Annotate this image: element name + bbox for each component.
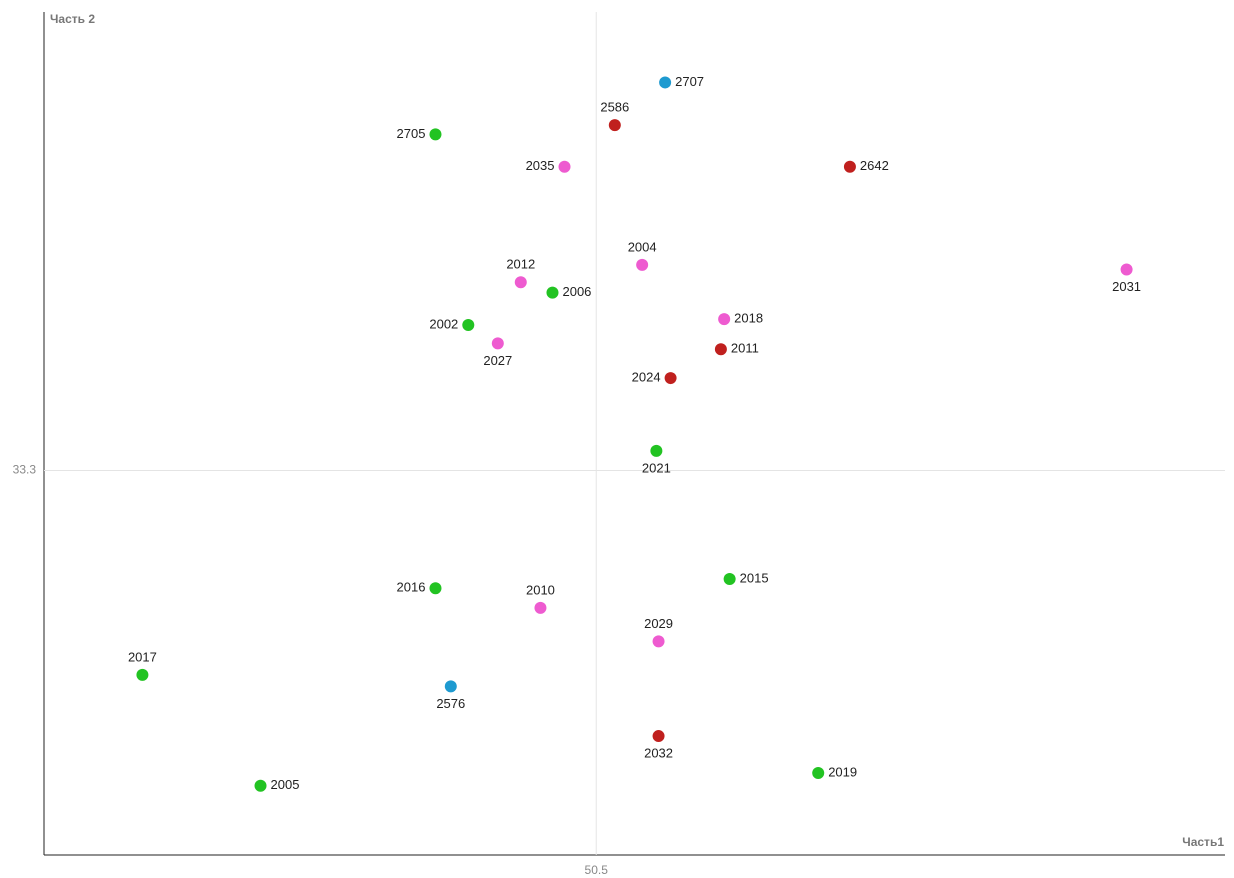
- point: [546, 286, 559, 299]
- point: [136, 668, 149, 681]
- point-label: 2021: [642, 460, 671, 475]
- point-label: 2031: [1112, 279, 1141, 294]
- x-axis-title: Часть1: [1182, 835, 1224, 849]
- point-label: 2019: [828, 764, 857, 779]
- point: [1120, 263, 1133, 276]
- point: [491, 337, 504, 350]
- point-label: 2005: [271, 777, 300, 792]
- point-label: 2586: [600, 100, 629, 115]
- point: [652, 635, 665, 648]
- point: [558, 160, 571, 173]
- point-label: 2576: [436, 696, 465, 711]
- point-label: 2004: [628, 239, 657, 254]
- y-tick-label: 33.3: [13, 463, 37, 477]
- point-label: 2642: [860, 158, 889, 173]
- point: [812, 767, 825, 780]
- point-label: 2705: [397, 126, 426, 141]
- point: [608, 119, 621, 132]
- point: [254, 779, 267, 792]
- point: [444, 680, 457, 693]
- point: [659, 76, 672, 89]
- point-label: 2018: [734, 311, 763, 326]
- point-label: 2016: [397, 580, 426, 595]
- point-label: 2035: [526, 158, 555, 173]
- point-label: 2010: [526, 582, 555, 597]
- point: [843, 160, 856, 173]
- point-label: 2002: [429, 316, 458, 331]
- point: [636, 258, 649, 271]
- point-label: 2006: [562, 284, 591, 299]
- x-tick-label: 50.5: [585, 863, 609, 877]
- point-label: 2011: [731, 341, 759, 356]
- point: [718, 313, 731, 326]
- point: [723, 573, 736, 586]
- point-label: 2015: [740, 570, 769, 585]
- point: [429, 582, 442, 595]
- point: [652, 730, 665, 743]
- point: [514, 276, 527, 289]
- y-axis-title: Часть 2: [50, 12, 95, 26]
- point: [462, 318, 475, 331]
- point-label: 2024: [632, 370, 661, 385]
- point-label: 2029: [644, 616, 673, 631]
- point: [650, 444, 663, 457]
- point: [429, 128, 442, 141]
- point-label: 2012: [506, 257, 535, 272]
- point-label: 2032: [644, 745, 673, 760]
- point: [714, 343, 727, 356]
- point: [664, 372, 677, 385]
- point: [534, 601, 547, 614]
- point-label: 2027: [483, 353, 512, 368]
- point-label: 2017: [128, 649, 157, 664]
- point-label: 2707: [675, 74, 704, 89]
